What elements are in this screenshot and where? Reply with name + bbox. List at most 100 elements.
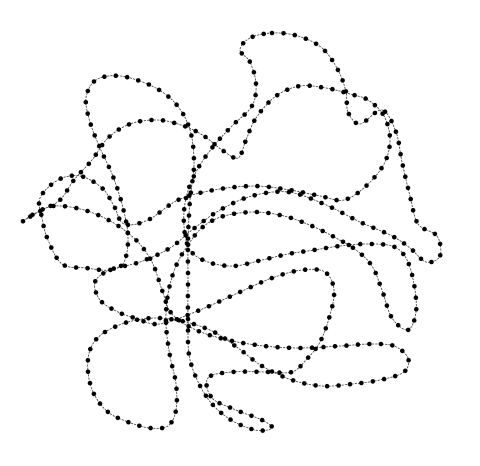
chain-vertex	[281, 31, 286, 36]
chain-vertex	[189, 362, 194, 368]
chain-vertex	[285, 87, 290, 92]
chain-vertex	[85, 369, 91, 375]
chain-vertex	[185, 312, 190, 318]
chain-vertex	[118, 197, 123, 202]
chain-vertex	[181, 218, 187, 224]
chain-vertex	[242, 369, 248, 374]
chain-vertex	[367, 260, 373, 266]
chain-vertex	[344, 100, 350, 106]
chain-vertex	[85, 358, 91, 363]
chain-vertex	[169, 363, 175, 369]
chain-vertex	[305, 355, 311, 360]
chain-vertex	[190, 251, 195, 256]
chain-vertex	[422, 226, 427, 232]
chain-vertex	[381, 229, 387, 235]
chain-vertex	[115, 415, 121, 421]
chain-vertex	[210, 261, 216, 266]
chain-vertex	[377, 281, 383, 287]
chain-vertex	[222, 336, 228, 341]
chain-vertex	[185, 328, 191, 333]
chain-vertex	[241, 196, 246, 201]
chain-vertex	[372, 110, 378, 116]
chain-vertex	[220, 206, 226, 211]
chain-vertex	[254, 369, 259, 375]
chain-vertex	[400, 163, 406, 168]
chain-vertex	[125, 242, 131, 247]
chain-vertex	[311, 192, 317, 198]
chain-vertex	[409, 272, 415, 278]
chain-vertex	[231, 155, 236, 160]
chain-vertex	[212, 330, 218, 335]
chain-vertex	[341, 89, 346, 95]
chain-vertex	[179, 252, 185, 257]
chain-vertex	[364, 183, 369, 188]
chain-vertex	[278, 253, 283, 258]
chain-vertex	[49, 245, 54, 250]
chain-vertex	[277, 212, 283, 218]
chain-vertex	[99, 299, 105, 305]
chain-vertex	[186, 351, 192, 356]
chain-vertex	[410, 248, 416, 253]
chain-vertex	[239, 51, 245, 56]
chain-vertex	[324, 383, 330, 389]
chain-vertex	[111, 175, 116, 180]
chain-vertex	[218, 410, 224, 416]
chain-vertex	[331, 292, 337, 298]
chain-vertex	[275, 344, 280, 350]
chain-vertex	[116, 127, 122, 132]
chain-vertex	[392, 373, 398, 379]
chain-vertex	[40, 190, 46, 196]
chain-vertex	[91, 391, 97, 397]
chain-vertex	[130, 315, 135, 320]
chain-vertex	[289, 251, 295, 256]
chain-vertex	[359, 252, 365, 258]
chain-vertex	[334, 197, 339, 203]
chain-vertex	[381, 376, 387, 382]
chain-vertex	[244, 261, 250, 267]
chain-vertex	[299, 219, 305, 225]
chain-vertex	[218, 336, 224, 341]
chain-vertex	[336, 383, 341, 388]
chain-vertex	[170, 273, 175, 278]
chain-vertex	[241, 340, 246, 346]
chain-vertex	[125, 222, 131, 228]
chain-vertex	[414, 219, 419, 224]
chain-vertex	[191, 167, 197, 173]
chain-vertex	[378, 341, 384, 347]
chain-vertex	[232, 343, 237, 348]
chain-vertex	[62, 263, 68, 268]
chain-vertex	[230, 200, 236, 206]
chain-vertex	[340, 78, 345, 83]
chain-vertex	[340, 210, 345, 216]
chain-vertex	[107, 134, 112, 139]
chain-vertex	[152, 266, 158, 272]
chain-vertex	[313, 41, 319, 47]
chain-vertex	[395, 322, 401, 328]
chain-vertex	[418, 256, 424, 262]
chain-vertex	[200, 257, 205, 263]
chain-vertex	[269, 275, 275, 281]
chain-vertex	[96, 267, 102, 273]
chain-vertex	[207, 332, 213, 338]
chain-vertex	[243, 139, 248, 145]
chain-vertex	[247, 59, 253, 64]
chain-vertex	[313, 383, 318, 388]
chain-vertex	[58, 197, 63, 202]
chain-vertex	[310, 223, 315, 229]
chain-vertex	[106, 164, 112, 170]
chain-vertex	[208, 373, 214, 379]
chain-vertex	[48, 182, 54, 188]
chain-vertex	[330, 304, 335, 309]
chain-vertex	[437, 241, 443, 247]
chain-vertex	[298, 345, 303, 351]
chain-vertex	[363, 96, 368, 101]
chain-vertex	[203, 134, 208, 140]
chain-vertex	[249, 426, 254, 432]
chain-vertex	[288, 370, 294, 375]
chain-vertex	[88, 122, 94, 127]
chain-vertex	[108, 267, 113, 273]
chain-vertex	[280, 272, 286, 277]
chain-vertex	[126, 419, 131, 425]
chain-vertex	[137, 119, 143, 124]
